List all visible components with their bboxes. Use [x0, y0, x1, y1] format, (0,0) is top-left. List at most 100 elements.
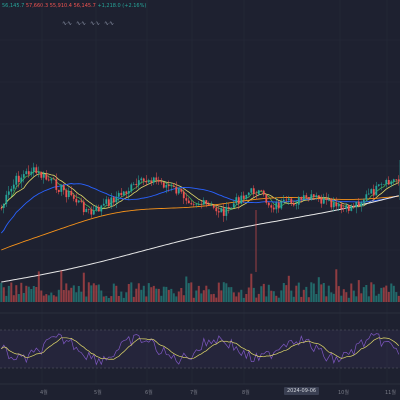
volume-bars: [0, 269, 400, 302]
candle-body: [210, 205, 213, 206]
ohlc-legend: 56,145.7 57,660.3 55,910.4 56,145.7 +1,2…: [2, 3, 146, 9]
candle-body: [95, 207, 98, 211]
candle-body: [37, 171, 40, 173]
volume-bar: [202, 290, 205, 302]
candle-body: [25, 171, 28, 175]
volume-bar: [272, 291, 275, 302]
volume-bar: [377, 293, 380, 302]
volume-bar: [195, 290, 198, 302]
candle-body: [240, 195, 243, 204]
candle-body: [217, 211, 220, 213]
volume-bar: [192, 297, 195, 302]
candle-body: [390, 181, 393, 185]
candle-body: [382, 184, 385, 185]
indicator-toggle-icon[interactable]: ∿∿: [90, 20, 101, 27]
volume-bar: [50, 292, 53, 302]
volume-bar: [360, 293, 363, 302]
candle-body: [162, 182, 165, 188]
volume-bar: [267, 284, 270, 302]
candle-body: [387, 180, 390, 185]
volume-bar: [130, 282, 133, 302]
candle-body: [32, 167, 35, 172]
volume-bar: [117, 296, 120, 302]
candle-body: [67, 191, 70, 197]
candle-body: [157, 179, 160, 182]
candle-body: [35, 167, 38, 173]
candle-body: [265, 194, 268, 203]
volume-bar: [82, 272, 85, 302]
ohlc-value: 55,910.4: [49, 3, 72, 9]
candle-body: [285, 199, 288, 201]
candle-body: [205, 200, 208, 205]
volume-bar: [252, 287, 255, 302]
candle-body: [252, 188, 255, 194]
candle-body: [135, 184, 138, 185]
candle-body: [177, 188, 180, 194]
candle-body: [355, 201, 358, 208]
volume-bar: [80, 291, 83, 302]
candle-body: [55, 179, 58, 190]
volume-bar: [215, 297, 218, 302]
candle-body: [297, 197, 300, 205]
candle-body: [292, 203, 295, 206]
candle-body: [255, 193, 258, 195]
volume-bar: [332, 293, 335, 302]
volume-bar: [127, 284, 130, 302]
candle-body: [115, 196, 118, 203]
candle-body: [92, 210, 95, 215]
volume-bar: [230, 287, 233, 302]
volume-bar: [225, 283, 228, 302]
rsi-band: [0, 330, 400, 368]
indicator-toggle-icon[interactable]: ∿∿: [104, 20, 115, 27]
volume-bar: [317, 277, 320, 302]
rsi-pane: [0, 329, 400, 369]
volume-bar: [47, 295, 50, 302]
candle-body: [225, 207, 228, 216]
volume-bar: [132, 296, 135, 302]
volume-bar: [160, 295, 163, 302]
volume-bar: [90, 285, 93, 302]
volume-bar: [325, 296, 328, 302]
candle-body: [145, 180, 148, 183]
candle-body: [202, 200, 205, 205]
volume-bar: [310, 282, 313, 302]
volume-bar: [147, 283, 150, 302]
volume-bar: [65, 283, 68, 302]
indicator-toggle-icon[interactable]: ∿∿: [76, 20, 87, 27]
candle-body: [12, 184, 15, 189]
volume-bar: [45, 294, 48, 302]
candle-body: [42, 174, 45, 178]
candle-body: [2, 203, 5, 208]
volume-bar: [167, 289, 170, 302]
candle-body: [175, 186, 178, 194]
candle-body: [155, 177, 158, 180]
volume-bar: [302, 289, 305, 302]
candle-body: [227, 207, 230, 208]
candle-body: [192, 204, 195, 205]
candle-body: [147, 180, 150, 183]
volume-bar: [297, 282, 300, 302]
candle-body: [305, 195, 308, 198]
volume-bar: [185, 276, 188, 302]
candle-body: [195, 204, 198, 206]
candle-body: [87, 209, 90, 210]
candle-body: [277, 202, 280, 209]
volume-bar: [372, 284, 375, 302]
candle-body: [280, 201, 283, 209]
indicator-toggle-icon[interactable]: ∿∿: [62, 20, 73, 27]
volume-bar: [270, 290, 273, 302]
volume-bar: [342, 289, 345, 302]
volume-bar: [235, 296, 238, 302]
candle-body: [337, 204, 340, 207]
volume-bar: [145, 296, 148, 302]
ohlc-change: +1,218.0 (+2.16%): [97, 3, 147, 9]
volume-bar: [72, 285, 75, 302]
candle-body: [80, 200, 83, 202]
candle-body: [180, 188, 183, 192]
time-axis-label: 10월: [338, 389, 349, 396]
candle-body: [262, 190, 265, 195]
candle-body: [185, 198, 188, 201]
candle-body: [57, 189, 60, 192]
